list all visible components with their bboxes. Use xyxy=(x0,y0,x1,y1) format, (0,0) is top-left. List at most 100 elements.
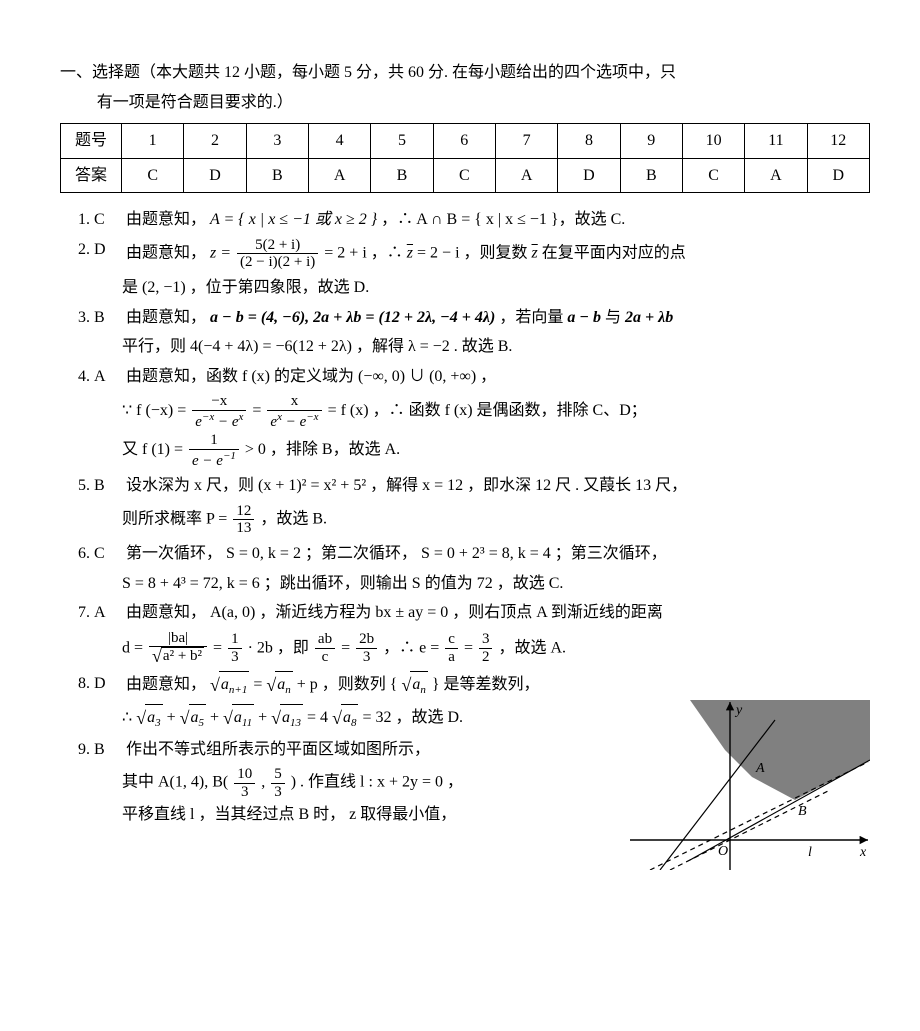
text: + xyxy=(258,709,271,726)
table-cell: 8 xyxy=(558,124,620,159)
numerator: 2b xyxy=(356,631,377,649)
text: = 4 xyxy=(307,709,328,726)
question-body: 由题意知， A = { x | x ≤ −1 或 x ≥ 2 } ，∴ A ∩ … xyxy=(126,207,870,233)
text: ，故选 B. xyxy=(260,511,327,528)
sqrt: a13 xyxy=(280,704,303,733)
fraction: 1 e − e−1 xyxy=(189,432,239,469)
sqrt: an xyxy=(410,671,428,700)
svg-text:A: A xyxy=(755,761,765,776)
question-7-line2: d = |ba| √a² + b² = 1 3 · 2b ，即 ab c = 2… xyxy=(60,630,870,667)
table-cell: D xyxy=(184,158,246,193)
denominator: 3 xyxy=(356,649,377,666)
math-conjugate: z xyxy=(407,245,413,262)
question-body: 由题意知， A(a, 0) ，渐近线方程为 bx ± ay = 0 ，则右顶点 … xyxy=(126,600,870,626)
question-number: 4. xyxy=(60,364,94,390)
question-body: 由题意知， z = 5(2 + i) (2 − i)(2 + i) = 2 + … xyxy=(126,237,870,271)
question-5-line2: 则所求概率 P = 12 13 ，故选 B. xyxy=(60,503,870,537)
question-number: 5. xyxy=(60,473,94,499)
denominator: c xyxy=(315,649,335,666)
table-cell: C xyxy=(122,158,184,193)
text: 由题意知， xyxy=(126,245,206,262)
text: 其中 A(1, 4), B( xyxy=(122,774,228,791)
sqrt: a11 xyxy=(232,704,254,733)
text: = xyxy=(252,403,261,420)
table-cell: D xyxy=(558,158,620,193)
numerator: 5(2 + i) xyxy=(237,237,318,255)
section-heading: 一、选择题（本大题共 12 小题，每小题 5 分，共 60 分. 在每小题给出的… xyxy=(60,60,870,86)
math: A = { x | x ≤ −1 或 x ≥ 2 } xyxy=(210,211,377,228)
sqrt: an xyxy=(275,671,293,700)
numerator: ab xyxy=(315,631,335,649)
text: = xyxy=(464,639,473,656)
linear-programming-figure: y x O A B l xyxy=(630,700,870,870)
fraction: 12 13 xyxy=(233,503,254,537)
question-7: 7. A 由题意知， A(a, 0) ，渐近线方程为 bx ± ay = 0 ，… xyxy=(60,600,870,626)
question-body: 设水深为 x 尺，则 (x + 1)² = x² + 5² ，解得 x = 12… xyxy=(126,473,870,499)
table-cell: B xyxy=(246,158,308,193)
fraction: −x e−x − ex xyxy=(192,393,246,430)
text: 由题意知， xyxy=(126,309,206,326)
sqrt: a3 xyxy=(145,704,163,733)
fraction: 5(2 + i) (2 − i)(2 + i) xyxy=(237,237,318,271)
question-9-line2: 其中 A(1, 4), B( 10 3 , 5 3 ) . 作直线 l : x … xyxy=(60,766,620,800)
numerator: 1 xyxy=(189,432,239,450)
text: = 2 − i ，则复数 xyxy=(417,245,532,262)
question-2: 2. D 由题意知， z = 5(2 + i) (2 − i)(2 + i) =… xyxy=(60,237,870,271)
table-cell: C xyxy=(433,158,495,193)
numerator: c xyxy=(445,631,458,649)
question-4-line2: ∵ f (−x) = −x e−x − ex = x ex − e−x = f … xyxy=(60,393,870,430)
denominator: a xyxy=(445,649,458,666)
question-answer: D xyxy=(94,671,126,697)
math-conjugate: z xyxy=(532,245,538,262)
text: + xyxy=(167,709,180,726)
question-6: 6. C 第一次循环， S = 0, k = 2 ；第二次循环， S = 0 +… xyxy=(60,541,870,567)
text: , xyxy=(261,774,269,791)
text: = 32 ，故选 D. xyxy=(362,709,463,726)
question-body: 由题意知， a − b = (4, −6), 2a + λb = (12 + 2… xyxy=(126,305,870,331)
question-number: 1. xyxy=(60,207,94,233)
question-4: 4. A 由题意知，函数 f (x) 的定义域为 (−∞, 0) ∪ (0, +… xyxy=(60,364,870,390)
table-cell: 1 xyxy=(122,124,184,159)
text: + p ，则数列 { xyxy=(297,676,402,693)
text: ，故选 A. xyxy=(498,639,566,656)
question-body: 由题意知， √an+1 = √an + p ，则数列 { √an } 是等差数列… xyxy=(126,671,870,700)
numerator: −x xyxy=(192,393,246,411)
table-cell: 11 xyxy=(745,124,807,159)
table-row: 题号 1 2 3 4 5 6 7 8 9 10 11 12 xyxy=(61,124,870,159)
question-number: 2. xyxy=(60,237,94,263)
text: ∴ xyxy=(122,709,136,726)
question-number: 8. xyxy=(60,671,94,697)
text: 又 f (1) = xyxy=(122,442,183,459)
text: } 是等差数列， xyxy=(432,676,540,693)
table-cell: 3 xyxy=(246,124,308,159)
denominator: 2 xyxy=(479,649,493,666)
question-body: 第一次循环， S = 0, k = 2 ；第二次循环， S = 0 + 2³ =… xyxy=(126,541,870,567)
question-answer: A xyxy=(94,600,126,626)
question-number: 3. xyxy=(60,305,94,331)
text: = 2 + i ，∴ xyxy=(324,245,407,262)
table-cell: 4 xyxy=(308,124,370,159)
table-cell: 7 xyxy=(495,124,557,159)
fraction: x ex − e−x xyxy=(267,393,321,430)
question-3-line2: 平行，则 4(−4 + 4λ) = −6(12 + 2λ) ，解得 λ = −2… xyxy=(60,334,870,360)
question-number: 9. xyxy=(60,737,94,763)
svg-text:l: l xyxy=(808,845,812,860)
question-6-line2: S = 8 + 4³ = 72, k = 6 ；跳出循环，则输出 S 的值为 7… xyxy=(60,571,870,597)
table-cell: B xyxy=(620,158,682,193)
question-answer: B xyxy=(94,305,126,331)
math-vector: a − b = (4, −6), 2a + λb = (12 + 2λ, −4 … xyxy=(210,309,495,326)
sqrt: a5 xyxy=(189,704,207,733)
fraction: 2b 3 xyxy=(356,631,377,665)
denominator: e−x − ex xyxy=(192,411,246,431)
fraction: c a xyxy=(445,631,458,665)
text: + xyxy=(210,709,223,726)
row-header: 答案 xyxy=(61,158,122,193)
numerator: 1 xyxy=(228,631,242,649)
row-header: 题号 xyxy=(61,124,122,159)
table-cell: 10 xyxy=(682,124,744,159)
question-answer: D xyxy=(94,237,126,263)
answer-table: 题号 1 2 3 4 5 6 7 8 9 10 11 12 答案 C D B A… xyxy=(60,123,870,193)
denominator: ex − e−x xyxy=(267,411,321,431)
text: = xyxy=(253,676,266,693)
question-number: 7. xyxy=(60,600,94,626)
